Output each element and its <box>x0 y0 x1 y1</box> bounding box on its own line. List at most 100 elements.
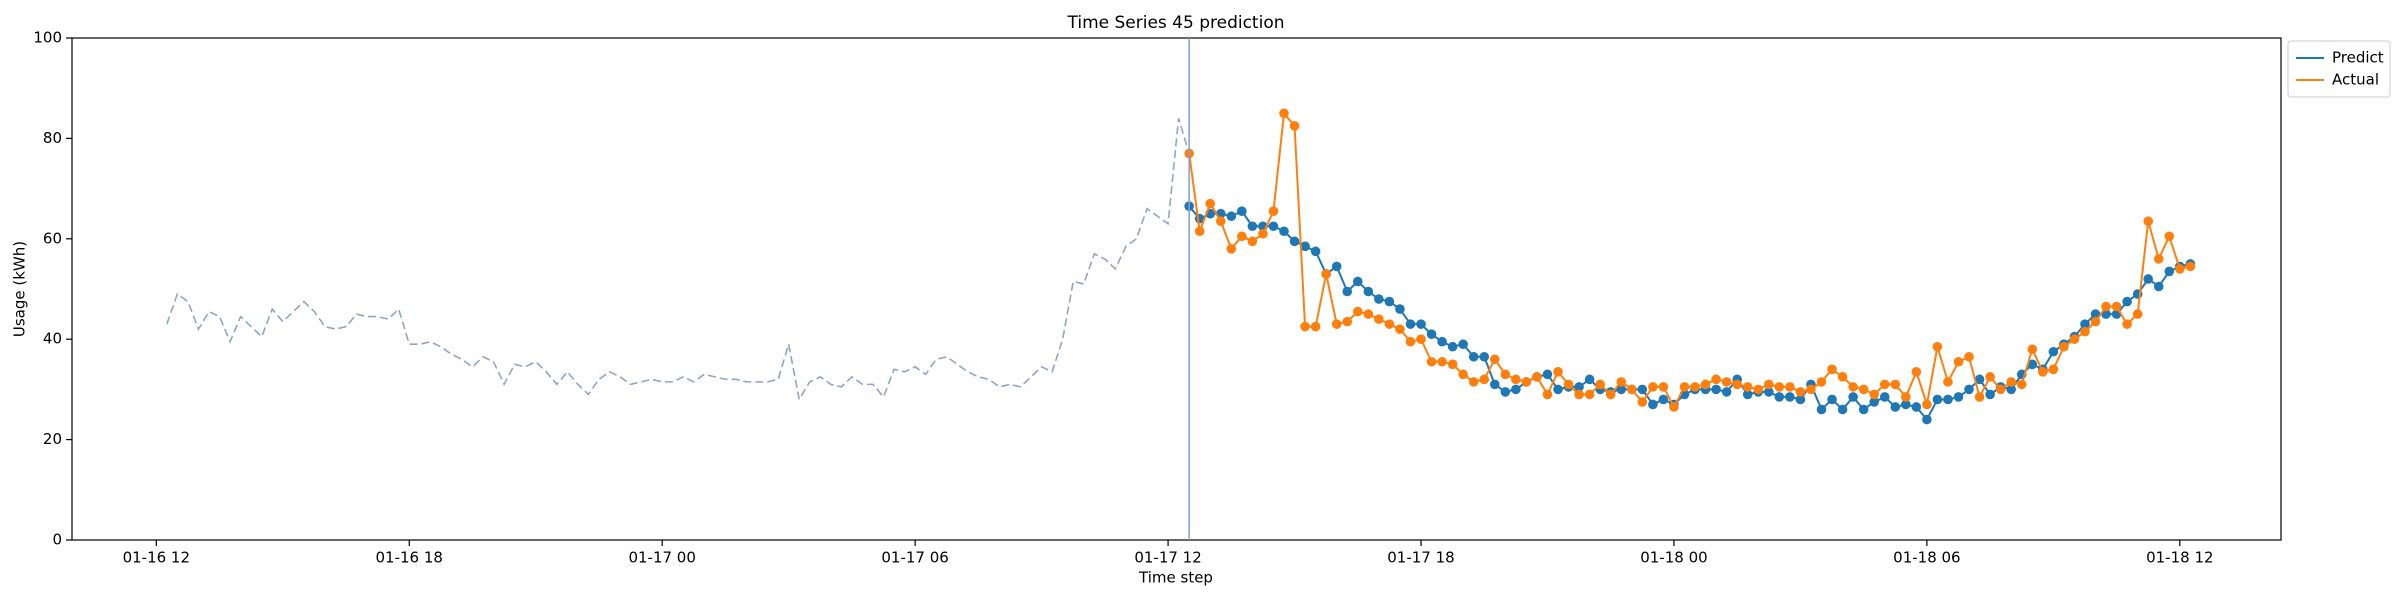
series-marker <box>1943 394 1953 405</box>
series-marker <box>1974 392 1985 402</box>
series-marker <box>2080 319 2090 329</box>
series-marker <box>1215 216 1226 227</box>
series-marker <box>2027 344 2038 355</box>
series-marker <box>1468 351 1479 362</box>
series-marker <box>1468 377 1479 387</box>
series-marker <box>1395 324 1405 334</box>
series-marker <box>1574 389 1584 400</box>
x-axis-label: Time step <box>1138 569 1213 587</box>
series-marker <box>1837 372 1848 382</box>
series-marker <box>1331 261 1342 272</box>
series-marker <box>1964 384 1974 395</box>
series-marker <box>1542 369 1553 380</box>
series-marker <box>1753 384 1764 395</box>
series-marker <box>1711 384 1721 395</box>
series-marker <box>1626 384 1637 395</box>
chart-title: Time Series 45 prediction <box>1066 13 1284 33</box>
series-marker <box>1795 394 1806 405</box>
y-tick-label: 80 <box>43 129 62 147</box>
series-marker <box>1774 382 1785 392</box>
x-tick-label: 01-17 00 <box>628 549 695 567</box>
series-marker <box>1374 314 1384 324</box>
plot-frame <box>71 37 2282 541</box>
series-marker <box>1511 374 1521 385</box>
series-marker <box>2080 326 2090 337</box>
x-tick-label: 01-18 00 <box>1640 549 1707 567</box>
series-marker <box>1648 382 1658 392</box>
series-marker <box>1742 382 1753 392</box>
series-marker <box>1890 379 1901 390</box>
legend-label: Actual <box>2332 71 2379 89</box>
series-marker <box>1289 236 1300 247</box>
series-marker <box>1827 394 1837 405</box>
series-marker <box>2153 281 2164 292</box>
series-marker <box>1553 367 1563 377</box>
series-marker <box>1553 384 1563 395</box>
series-marker <box>1342 286 1353 297</box>
series-marker <box>1974 374 1985 385</box>
series-marker <box>1352 306 1363 317</box>
series-marker <box>1964 351 1974 362</box>
series-marker <box>2175 264 2185 274</box>
series-marker <box>2164 231 2175 242</box>
series-marker <box>1279 226 1289 237</box>
series-marker <box>1321 269 1331 279</box>
series-marker <box>1605 389 1616 400</box>
series-marker <box>1932 394 1943 405</box>
series-marker <box>1489 379 1500 390</box>
series-marker <box>1563 379 1574 390</box>
series-marker <box>1763 387 1774 397</box>
series-marker <box>1827 364 1837 375</box>
series-marker <box>1300 321 1310 332</box>
series-marker <box>1226 244 1237 254</box>
series-marker <box>1479 374 1490 385</box>
series-marker <box>1374 294 1384 304</box>
series-marker <box>1785 392 1795 402</box>
series-marker <box>2122 296 2132 307</box>
series-marker <box>1489 354 1500 365</box>
series-marker <box>2016 379 2027 390</box>
series-marker <box>1742 389 1753 400</box>
series-marker <box>1426 356 1437 367</box>
series-marker <box>1500 369 1511 380</box>
series-marker <box>1837 404 1848 415</box>
series-marker <box>1426 329 1437 339</box>
series-marker <box>1648 399 1658 410</box>
series-marker <box>2048 346 2059 357</box>
x-tick-label: 01-16 18 <box>376 549 443 567</box>
x-tick-label: 01-17 18 <box>1387 549 1454 567</box>
x-tick-label: 01-17 06 <box>881 549 948 567</box>
series-marker <box>1437 336 1447 347</box>
series-marker <box>1711 374 1721 385</box>
series-line <box>166 118 1190 402</box>
series-marker <box>1890 402 1901 412</box>
series-marker <box>1869 397 1879 407</box>
series-line <box>1188 110 2191 410</box>
series-marker <box>2027 359 2038 370</box>
series-marker <box>1922 414 1932 425</box>
series-marker <box>2143 216 2154 227</box>
x-tick-label: 01-18 06 <box>1893 549 1960 567</box>
x-tick-label: 01-18 12 <box>2146 549 2213 567</box>
series-marker <box>2038 367 2048 377</box>
series-marker <box>1268 221 1279 232</box>
y-axis-label: Usage (kWh) <box>11 241 29 337</box>
series-marker <box>1616 384 1627 395</box>
series-marker <box>2122 319 2132 329</box>
series-marker <box>1194 226 1205 237</box>
legend-box <box>2287 40 2391 98</box>
series-marker <box>1247 236 1258 247</box>
series-marker <box>1785 382 1795 392</box>
series-marker <box>1352 276 1363 287</box>
series-marker <box>1384 319 1395 329</box>
series-marker <box>1574 382 1584 392</box>
series-marker <box>1637 384 1648 395</box>
y-tick-label: 40 <box>43 330 62 348</box>
y-tick-label: 20 <box>43 430 62 448</box>
series-marker <box>1500 387 1511 397</box>
series-marker <box>1416 334 1426 345</box>
series-marker <box>1479 351 1490 362</box>
series-marker <box>1384 296 1395 307</box>
series-marker <box>2069 334 2080 345</box>
